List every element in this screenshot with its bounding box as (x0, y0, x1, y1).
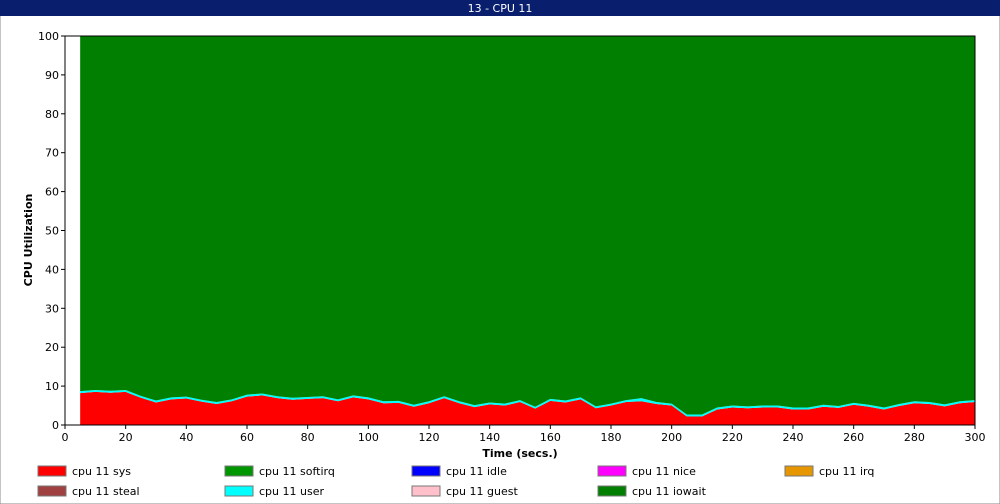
legend-label: cpu 11 idle (446, 465, 507, 478)
legend-swatch (597, 465, 627, 477)
area (80, 36, 975, 415)
legend-label: cpu 11 steal (72, 485, 140, 498)
x-tick-label: 200 (661, 431, 682, 444)
x-tick-label: 180 (601, 431, 622, 444)
legend-swatch (784, 465, 814, 477)
legend-label: cpu 11 guest (446, 485, 518, 498)
y-tick-label: 100 (38, 30, 59, 43)
x-tick-label: 60 (240, 431, 254, 444)
y-tick-label: 40 (45, 263, 59, 276)
legend-label: cpu 11 softirq (259, 465, 335, 478)
legend-label: cpu 11 sys (72, 465, 131, 478)
legend-label: cpu 11 iowait (632, 485, 707, 498)
y-tick-label: 60 (45, 186, 59, 199)
legend-swatch (411, 485, 441, 497)
y-axis-label: CPU Utilization (22, 194, 35, 287)
legend-swatch (224, 485, 254, 497)
x-tick-label: 300 (965, 431, 986, 444)
y-tick-label: 30 (45, 302, 59, 315)
x-axis-label: Time (secs.) (482, 447, 557, 460)
legend-swatch (37, 485, 67, 497)
legend-swatch (37, 465, 67, 477)
legend-swatch (411, 465, 441, 477)
x-tick-label: 140 (479, 431, 500, 444)
x-tick-label: 100 (358, 431, 379, 444)
x-tick-label: 220 (722, 431, 743, 444)
y-tick-label: 0 (52, 419, 59, 432)
y-tick-label: 20 (45, 341, 59, 354)
x-tick-label: 240 (783, 431, 804, 444)
x-tick-label: 260 (843, 431, 864, 444)
window-title: 13 - CPU 11 (468, 2, 533, 15)
legend-label: cpu 11 user (259, 485, 324, 498)
area (80, 391, 975, 425)
legend-label: cpu 11 irq (819, 465, 874, 478)
x-tick-label: 120 (419, 431, 440, 444)
y-tick-label: 50 (45, 225, 59, 238)
y-tick-label: 10 (45, 380, 59, 393)
x-tick-label: 20 (119, 431, 133, 444)
title-bar (0, 0, 1000, 16)
legend-swatch (224, 465, 254, 477)
x-tick-label: 160 (540, 431, 561, 444)
x-tick-label: 80 (301, 431, 315, 444)
legend-label: cpu 11 nice (632, 465, 696, 478)
y-tick-label: 70 (45, 147, 59, 160)
x-tick-label: 40 (179, 431, 193, 444)
y-tick-label: 90 (45, 69, 59, 82)
x-tick-label: 280 (904, 431, 925, 444)
y-tick-label: 80 (45, 108, 59, 121)
x-tick-label: 0 (62, 431, 69, 444)
legend-swatch (597, 485, 627, 497)
